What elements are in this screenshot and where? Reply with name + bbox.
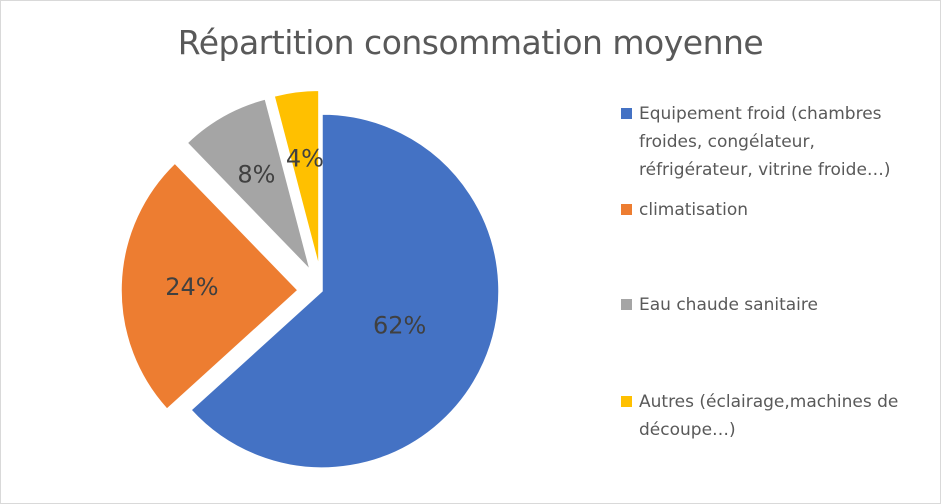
legend-swatch bbox=[621, 299, 632, 310]
pie-slice bbox=[273, 89, 320, 268]
legend-swatch bbox=[621, 396, 632, 407]
legend-label: climatisation bbox=[639, 200, 748, 220]
pie-slice bbox=[120, 162, 300, 411]
legend-swatch bbox=[621, 204, 632, 215]
slice-data-label: 8% bbox=[237, 160, 275, 188]
legend-label: Autres (éclairage,machines de découpe…) bbox=[639, 392, 899, 440]
pie-slice bbox=[186, 97, 312, 273]
legend-label: Eau chaude sanitaire bbox=[639, 295, 818, 315]
legend-swatch bbox=[621, 108, 632, 119]
slice-data-label: 4% bbox=[286, 144, 324, 172]
chart-title: Répartition consommation moyenne bbox=[177, 23, 764, 62]
slice-data-label: 62% bbox=[373, 311, 426, 339]
legend-label: Equipement froid (chambres froides, congé… bbox=[639, 104, 891, 180]
pie-slice bbox=[189, 113, 500, 469]
pie-chart: 62% 24% 8% 4% bbox=[120, 89, 500, 469]
slice-data-label: 24% bbox=[165, 273, 218, 301]
